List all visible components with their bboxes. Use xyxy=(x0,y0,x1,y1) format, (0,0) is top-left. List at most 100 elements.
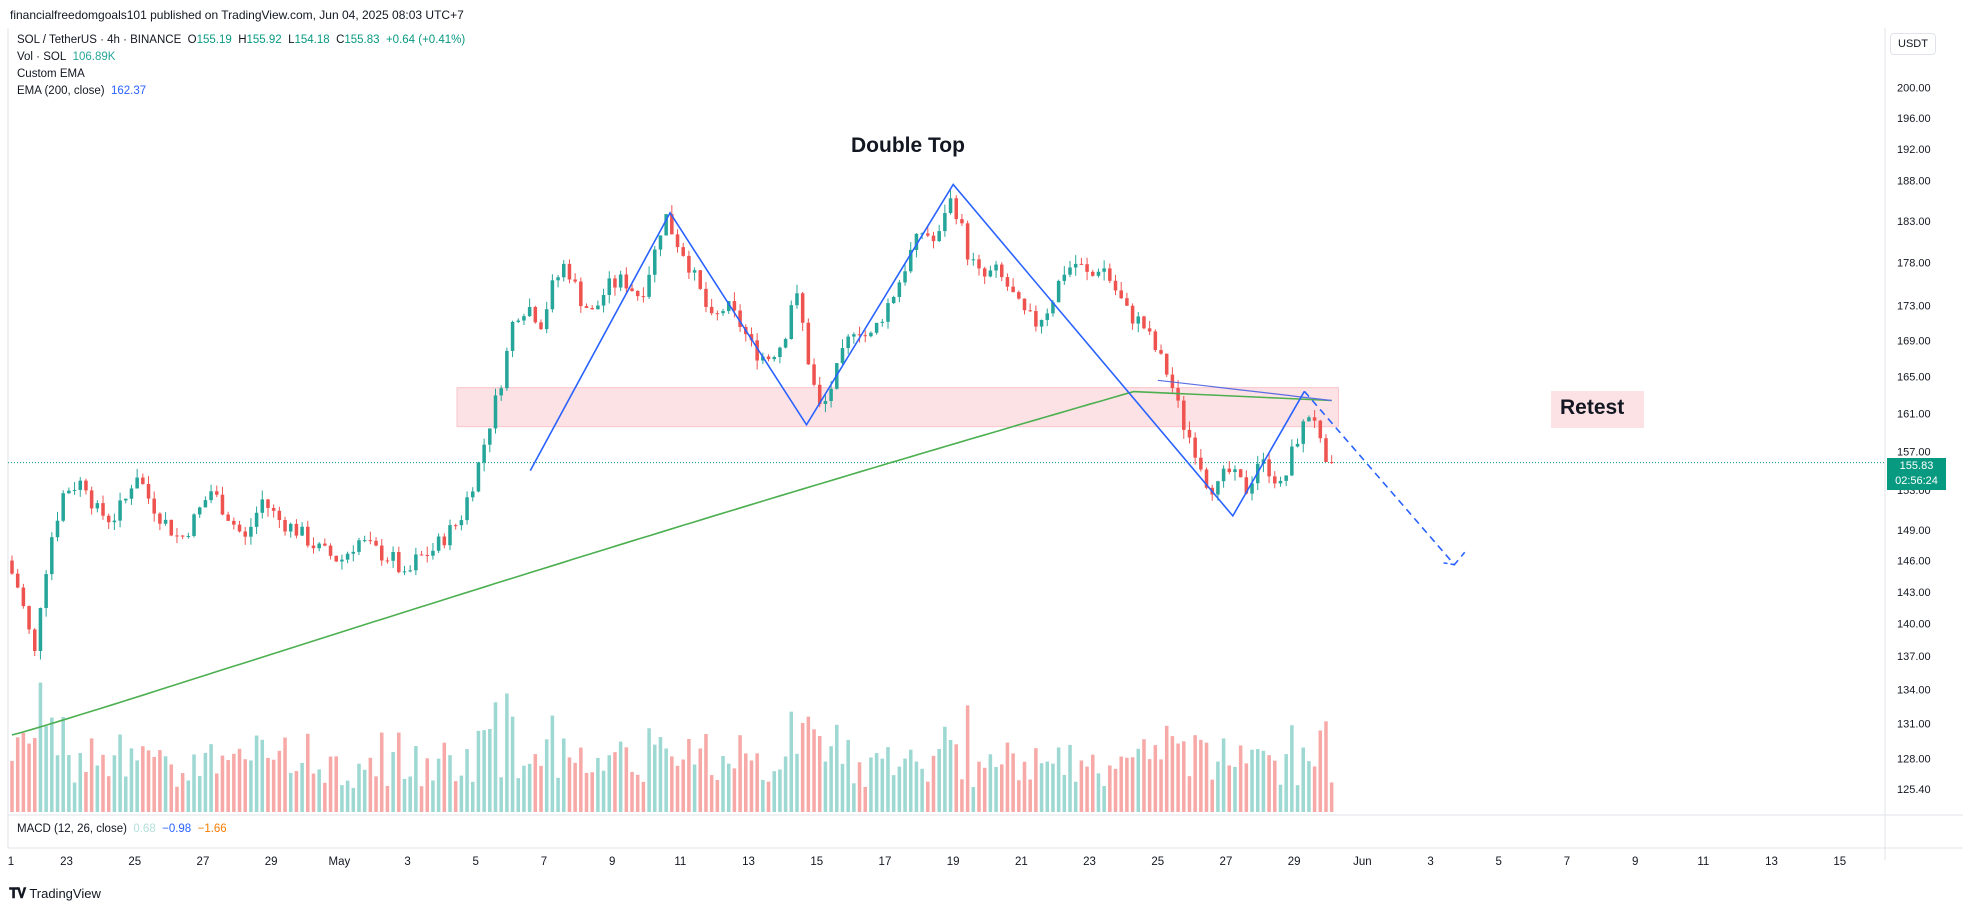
x-tick-label: 25 xyxy=(128,856,141,868)
candle-body xyxy=(493,395,498,429)
candle-body xyxy=(425,554,430,556)
custom-ema-legend[interactable]: Custom EMA xyxy=(17,68,85,80)
x-tick-label: 3 xyxy=(1427,856,1433,868)
volume-bar xyxy=(101,754,105,812)
volume-bar xyxy=(857,762,862,812)
candle-body xyxy=(516,320,521,322)
candle-body xyxy=(317,543,321,549)
candle-body xyxy=(158,513,162,524)
retest-annotation[interactable]: Retest xyxy=(1560,396,1625,419)
x-tick-label: 19 xyxy=(947,856,960,868)
volume-bar xyxy=(624,747,629,812)
candle-body xyxy=(783,339,788,348)
y-tick-label: 196.00 xyxy=(1897,113,1931,125)
macd-line-value: −0.98 xyxy=(162,823,192,835)
candle-body xyxy=(954,198,959,220)
volume-bar xyxy=(692,764,697,812)
x-tick-label: 27 xyxy=(197,856,210,868)
custom-ema-line xyxy=(1157,379,1332,402)
volume-bar xyxy=(1210,779,1214,812)
volume-bar xyxy=(721,756,725,812)
volume-bar xyxy=(1062,775,1067,812)
candle-body xyxy=(1324,438,1328,462)
volume-bar xyxy=(658,737,663,812)
volume-bar xyxy=(783,756,788,812)
x-tick-label: May xyxy=(328,856,350,868)
candle-body xyxy=(1102,268,1106,272)
macd-label: MACD (12, 26, close) xyxy=(17,823,127,835)
candle-body xyxy=(1073,263,1078,268)
projection-arrowhead xyxy=(1442,561,1455,566)
volume-bar xyxy=(1164,725,1169,812)
volume-bar xyxy=(709,775,714,812)
candle-body xyxy=(453,525,458,527)
volume-bar xyxy=(795,753,799,812)
volume-bar xyxy=(419,786,424,812)
y-tick-label: 137.00 xyxy=(1897,651,1931,663)
candle-body xyxy=(391,552,395,561)
x-tick-label: 23 xyxy=(1083,856,1096,868)
candle-body xyxy=(618,274,623,288)
tradingview-logo[interactable]: 𝐓𝐕 TradingView xyxy=(9,885,101,902)
candle-body xyxy=(1227,468,1232,473)
volume-bar xyxy=(1147,759,1152,812)
volume-bar xyxy=(687,738,691,812)
x-tick-label: 21 xyxy=(1015,856,1028,868)
volume-bar xyxy=(397,732,401,812)
candle-body xyxy=(1216,481,1220,495)
volume-bar xyxy=(1267,755,1271,812)
volume-bar xyxy=(425,758,430,812)
double-top-annotation[interactable]: Double Top xyxy=(851,134,965,157)
y-tick-label: 143.00 xyxy=(1897,587,1931,599)
candle-body xyxy=(982,268,987,277)
volume-bar xyxy=(1199,739,1203,812)
candle-body xyxy=(1182,400,1186,430)
candle-body xyxy=(579,281,583,307)
candle-body xyxy=(613,278,617,288)
y-tick-label: 161.00 xyxy=(1897,409,1931,421)
candle-body xyxy=(1301,421,1305,444)
volume-bar xyxy=(999,764,1004,812)
candle-body xyxy=(846,336,850,349)
volume-bar xyxy=(1295,785,1300,812)
high-value: 155.92 xyxy=(246,34,282,46)
y-tick-label: 188.00 xyxy=(1897,176,1931,188)
ema-legend[interactable]: EMA (200, close) 162.37 xyxy=(17,85,146,97)
candle-body xyxy=(146,483,151,499)
candle-body xyxy=(323,543,327,546)
x-tick-label: 13 xyxy=(1765,856,1778,868)
volume-bar xyxy=(243,759,247,812)
volume-bar xyxy=(379,732,384,812)
x-tick-label: 15 xyxy=(1833,856,1846,868)
y-tick-label: 165.00 xyxy=(1897,372,1931,384)
candle-body xyxy=(186,535,191,537)
candle-body xyxy=(118,500,122,521)
candle-body xyxy=(829,388,833,401)
volume-bar xyxy=(618,741,623,812)
candle-body xyxy=(692,270,697,273)
candle-body xyxy=(112,520,117,523)
volume-bar xyxy=(1113,768,1118,812)
volume-bar xyxy=(1204,742,1209,812)
candle-body xyxy=(1062,274,1067,281)
volume-bar xyxy=(436,758,441,812)
candle-body xyxy=(863,335,867,337)
candle-body xyxy=(499,388,503,396)
volume-bar xyxy=(277,750,282,812)
candle-body xyxy=(163,519,168,524)
candle-body xyxy=(1005,277,1010,287)
macd-legend[interactable]: MACD (12, 26, close) 0.68 −0.98 −1.66 xyxy=(17,823,227,835)
volume-bar xyxy=(755,753,759,812)
symbol-legend[interactable]: SOL / TetherUS · 4h · BINANCE O155.19 H1… xyxy=(17,34,466,46)
volume-bar xyxy=(954,744,959,812)
candle-body xyxy=(67,490,71,494)
volume-bar xyxy=(1250,749,1254,812)
volume-bar xyxy=(283,737,287,812)
candle-body xyxy=(561,263,566,278)
resistance-zone xyxy=(456,387,1339,428)
volume-legend[interactable]: Vol · SOL 106.89K xyxy=(17,51,115,63)
volume-bar xyxy=(738,735,742,812)
currency-button[interactable]: USDT xyxy=(1890,33,1936,55)
candle-body xyxy=(311,545,316,549)
